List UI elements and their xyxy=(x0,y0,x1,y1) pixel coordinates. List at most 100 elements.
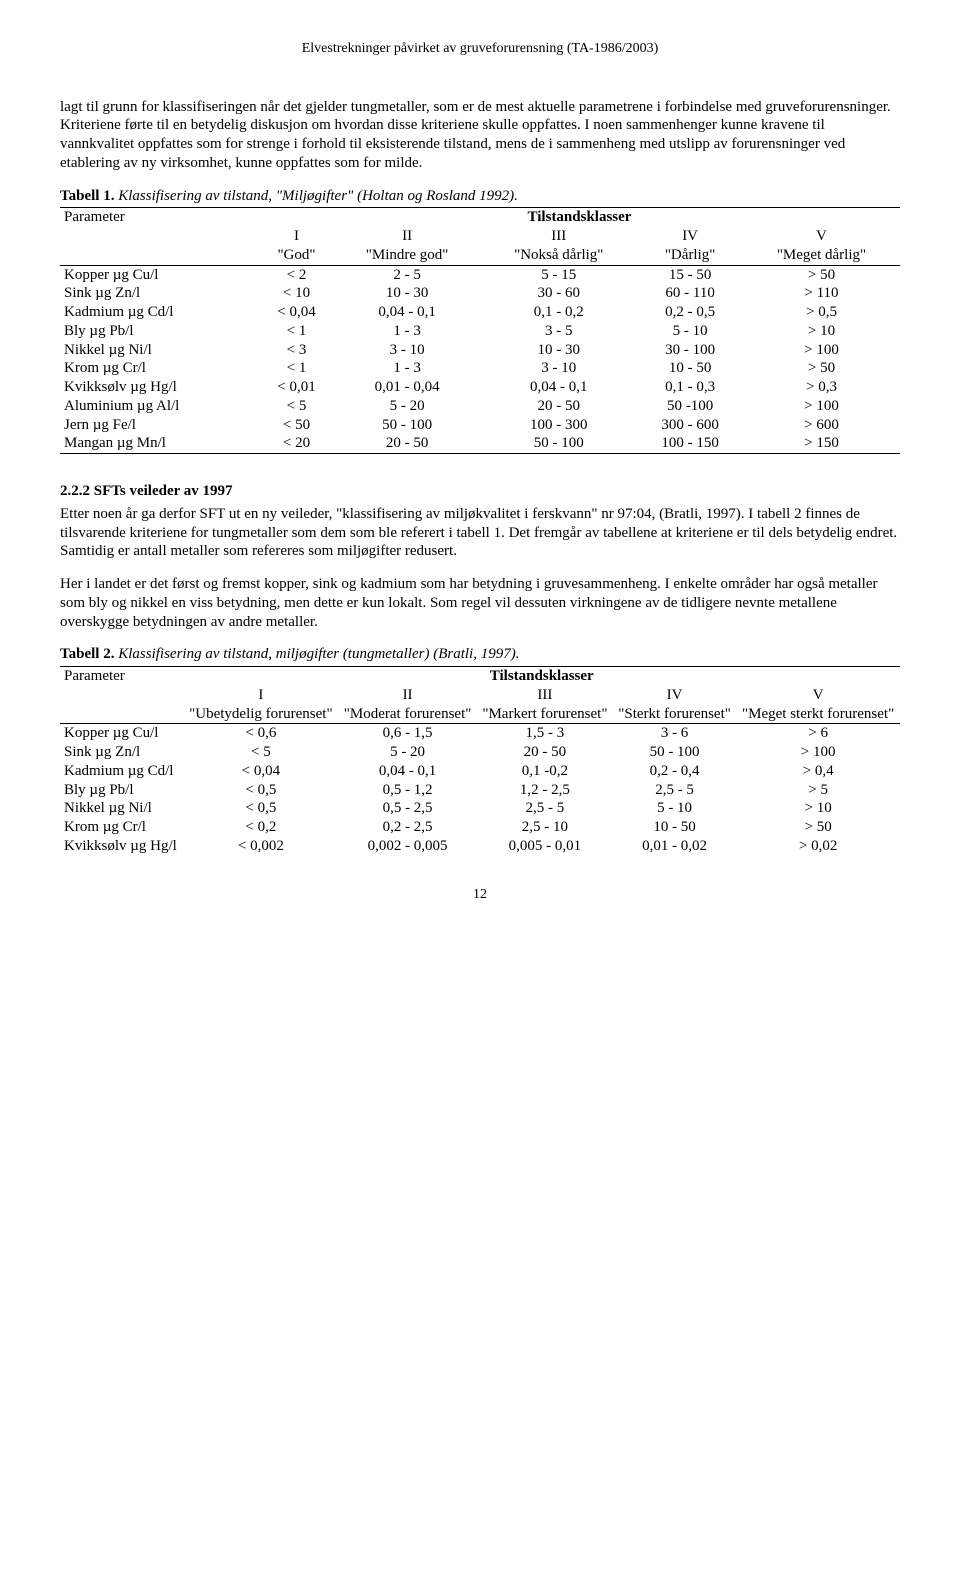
row-value: < 0,002 xyxy=(183,837,338,856)
table1-header-group: Tilstandsklasser xyxy=(259,208,900,227)
row-parameter: Nikkel µg Ni/l xyxy=(60,341,259,360)
row-parameter: Kvikksølv µg Hg/l xyxy=(60,837,183,856)
row-value: < 5 xyxy=(259,397,334,416)
row-parameter: Mangan µg Mn/l xyxy=(60,434,259,453)
paragraph-3: Her i landet er det først og fremst kopp… xyxy=(60,575,900,631)
row-value: < 0,6 xyxy=(183,724,338,743)
table1-col-label-3: "Dårlig" xyxy=(637,246,743,265)
row-value: > 50 xyxy=(743,265,900,284)
row-value: < 0,04 xyxy=(259,303,334,322)
table1-col-1: II xyxy=(334,227,480,246)
table-row: Bly µg Pb/l< 0,50,5 - 1,21,2 - 2,52,5 - … xyxy=(60,781,900,800)
table2-header-parameter: Parameter xyxy=(60,667,183,724)
row-value: 3 - 10 xyxy=(480,359,637,378)
row-value: 0,2 - 0,5 xyxy=(637,303,743,322)
row-value: > 100 xyxy=(736,743,900,762)
table-row: Nikkel µg Ni/l< 33 - 1010 - 3030 - 100> … xyxy=(60,341,900,360)
paragraph-1: lagt til grunn for klassifiseringen når … xyxy=(60,98,900,173)
row-value: < 20 xyxy=(259,434,334,453)
row-value: 0,01 - 0,02 xyxy=(613,837,736,856)
row-value: 100 - 300 xyxy=(480,416,637,435)
table-row: Kopper µg Cu/l< 0,60,6 - 1,51,5 - 33 - 6… xyxy=(60,724,900,743)
table1-col-label-2: "Nokså dårlig" xyxy=(480,246,637,265)
table-row: Nikkel µg Ni/l< 0,50,5 - 2,52,5 - 55 - 1… xyxy=(60,799,900,818)
row-parameter: Kadmium µg Cd/l xyxy=(60,762,183,781)
row-value: 0,002 - 0,005 xyxy=(338,837,477,856)
row-value: 5 - 15 xyxy=(480,265,637,284)
table-row: Kadmium µg Cd/l< 0,040,04 - 0,10,1 -0,20… xyxy=(60,762,900,781)
table2: Parameter Tilstandsklasser I II III IV V… xyxy=(60,666,900,856)
table2-header-group: Tilstandsklasser xyxy=(183,667,900,686)
row-value: 50 - 100 xyxy=(613,743,736,762)
row-parameter: Krom µg Cr/l xyxy=(60,818,183,837)
table1-caption-title: Klassifisering av tilstand, "Miljøgifter… xyxy=(118,188,518,204)
row-value: 20 - 50 xyxy=(334,434,480,453)
row-value: > 0,4 xyxy=(736,762,900,781)
row-value: 0,005 - 0,01 xyxy=(477,837,613,856)
row-value: 0,1 - 0,3 xyxy=(637,378,743,397)
row-value: > 0,02 xyxy=(736,837,900,856)
row-parameter: Kadmium µg Cd/l xyxy=(60,303,259,322)
table1-header-parameter: Parameter xyxy=(60,208,259,265)
table1-col-label-4: "Meget dårlig" xyxy=(743,246,900,265)
section-heading: 2.2.2 SFTs veileder av 1997 xyxy=(60,482,900,501)
table-row: Kopper µg Cu/l< 22 - 55 - 1515 - 50> 50 xyxy=(60,265,900,284)
page-number: 12 xyxy=(60,886,900,904)
row-value: 1 - 3 xyxy=(334,359,480,378)
table-row: Mangan µg Mn/l< 2020 - 5050 - 100100 - 1… xyxy=(60,434,900,453)
row-value: > 600 xyxy=(743,416,900,435)
row-value: > 100 xyxy=(743,397,900,416)
table1: Parameter Tilstandsklasser I II III IV V… xyxy=(60,207,900,454)
table-row: Aluminium µg Al/l< 55 - 2020 - 5050 -100… xyxy=(60,397,900,416)
table-row: Kvikksølv µg Hg/l< 0,010,01 - 0,040,04 -… xyxy=(60,378,900,397)
row-value: < 3 xyxy=(259,341,334,360)
table1-col-label-0: "God" xyxy=(259,246,334,265)
row-value: > 10 xyxy=(736,799,900,818)
row-value: < 0,5 xyxy=(183,781,338,800)
row-value: > 150 xyxy=(743,434,900,453)
row-value: 50 - 100 xyxy=(480,434,637,453)
table-row: Krom µg Cr/l< 11 - 33 - 1010 - 50> 50 xyxy=(60,359,900,378)
row-value: 0,04 - 0,1 xyxy=(334,303,480,322)
row-value: 30 - 60 xyxy=(480,284,637,303)
row-parameter: Jern µg Fe/l xyxy=(60,416,259,435)
row-parameter: Bly µg Pb/l xyxy=(60,781,183,800)
row-value: < 0,04 xyxy=(183,762,338,781)
row-value: < 5 xyxy=(183,743,338,762)
row-value: 10 - 50 xyxy=(613,818,736,837)
row-value: 1,5 - 3 xyxy=(477,724,613,743)
row-value: 3 - 10 xyxy=(334,341,480,360)
row-value: 0,1 -0,2 xyxy=(477,762,613,781)
table2-col-0: I xyxy=(183,686,338,705)
row-value: 10 - 50 xyxy=(637,359,743,378)
table1-caption-label: Tabell 1. xyxy=(60,188,114,204)
row-value: 10 - 30 xyxy=(480,341,637,360)
row-value: 50 - 100 xyxy=(334,416,480,435)
row-value: 2,5 - 5 xyxy=(477,799,613,818)
row-value: > 50 xyxy=(743,359,900,378)
row-value: > 110 xyxy=(743,284,900,303)
row-parameter: Sink µg Zn/l xyxy=(60,743,183,762)
row-value: 5 - 10 xyxy=(613,799,736,818)
table2-col-4: V xyxy=(736,686,900,705)
row-value: > 5 xyxy=(736,781,900,800)
row-value: > 100 xyxy=(743,341,900,360)
row-value: 0,1 - 0,2 xyxy=(480,303,637,322)
row-value: > 6 xyxy=(736,724,900,743)
row-value: 0,5 - 2,5 xyxy=(338,799,477,818)
row-parameter: Bly µg Pb/l xyxy=(60,322,259,341)
row-value: 20 - 50 xyxy=(480,397,637,416)
row-parameter: Krom µg Cr/l xyxy=(60,359,259,378)
row-value: 0,6 - 1,5 xyxy=(338,724,477,743)
row-value: > 0,5 xyxy=(743,303,900,322)
row-value: 50 -100 xyxy=(637,397,743,416)
table1-col-label-1: "Mindre god" xyxy=(334,246,480,265)
table2-col-label-2: "Markert forurenset" xyxy=(477,705,613,724)
row-value: 0,2 - 0,4 xyxy=(613,762,736,781)
table-row: Sink µg Zn/l< 1010 - 3030 - 6060 - 110> … xyxy=(60,284,900,303)
table1-col-0: I xyxy=(259,227,334,246)
table2-caption-label: Tabell 2. xyxy=(60,646,114,662)
row-value: < 0,01 xyxy=(259,378,334,397)
table-row: Jern µg Fe/l< 5050 - 100100 - 300300 - 6… xyxy=(60,416,900,435)
row-value: 30 - 100 xyxy=(637,341,743,360)
